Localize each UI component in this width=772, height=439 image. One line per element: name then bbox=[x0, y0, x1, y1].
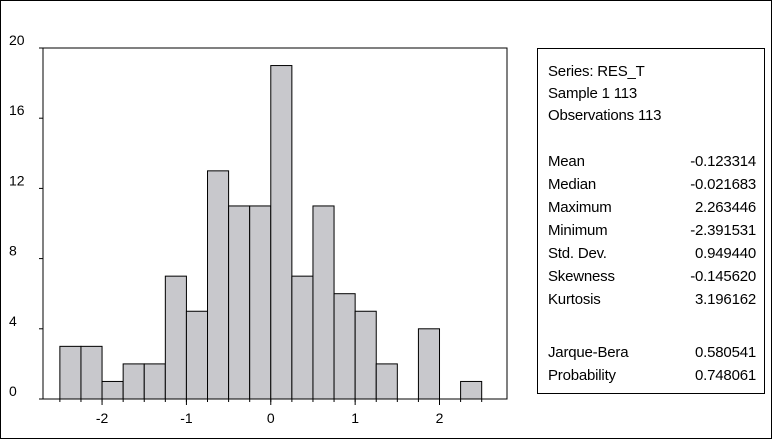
series-name: Series: RES_T bbox=[548, 63, 645, 80]
histogram-bar-4 bbox=[143, 363, 166, 400]
histogram-bar-19 bbox=[460, 380, 483, 400]
histogram-bar-1 bbox=[80, 345, 103, 400]
sample-range: Sample 1 113 bbox=[548, 85, 638, 102]
stat-value: -0.021683 bbox=[690, 176, 756, 193]
histogram-bar-9 bbox=[249, 205, 272, 400]
stat-row-median: Median -0.021683 bbox=[548, 176, 756, 198]
y-tick-label: 12 bbox=[9, 172, 25, 188]
descriptive-statistics-panel: Series: RES_T Sample 1 113 Observations … bbox=[537, 48, 765, 394]
histogram-bar-11 bbox=[291, 275, 314, 400]
y-tick-label: 8 bbox=[9, 243, 17, 259]
stat-value: -0.123314 bbox=[690, 153, 756, 170]
stat-row-minimum: Minimum -2.391531 bbox=[548, 222, 756, 244]
histogram-bar-15 bbox=[375, 363, 398, 400]
histogram-bar-2 bbox=[101, 380, 124, 400]
stat-label: Std. Dev. bbox=[548, 245, 607, 262]
stat-row-jarque-bera: Jarque-Bera 0.580541 bbox=[548, 344, 756, 366]
histogram-bar-8 bbox=[228, 205, 251, 400]
stat-value: -0.145620 bbox=[690, 268, 756, 285]
stat-value: 0.748061 bbox=[695, 367, 756, 384]
stat-row-maximum: Maximum 2.263446 bbox=[548, 199, 756, 221]
x-tick-label: 0 bbox=[267, 410, 275, 426]
histogram-bar-14 bbox=[354, 310, 377, 400]
stat-label: Minimum bbox=[548, 222, 608, 239]
stat-label: Mean bbox=[548, 153, 585, 170]
histogram-bar-12 bbox=[312, 205, 335, 400]
stat-label: Jarque-Bera bbox=[548, 344, 629, 361]
stat-row-std-dev: Std. Dev. 0.949440 bbox=[548, 245, 756, 267]
y-tick-label: 20 bbox=[9, 32, 25, 48]
stat-label: Probability bbox=[548, 367, 616, 384]
stat-row-skewness: Skewness -0.145620 bbox=[548, 268, 756, 290]
histogram-bar-5 bbox=[164, 275, 187, 400]
stat-value: 0.580541 bbox=[695, 344, 756, 361]
histogram-bar-17 bbox=[417, 328, 441, 400]
stat-row-probability: Probability 0.748061 bbox=[548, 367, 756, 389]
stat-row-mean: Mean -0.123314 bbox=[548, 153, 756, 175]
y-tick-label: 0 bbox=[9, 383, 17, 399]
histogram-bar-7 bbox=[207, 170, 230, 400]
histogram-bar-3 bbox=[122, 363, 145, 400]
histogram-bar-10 bbox=[270, 65, 293, 400]
x-tick-label: -2 bbox=[96, 410, 109, 426]
stat-value: 0.949440 bbox=[695, 245, 756, 262]
stat-label: Maximum bbox=[548, 199, 612, 216]
stat-label: Median bbox=[548, 176, 596, 193]
y-tick-label: 4 bbox=[9, 313, 17, 329]
stat-row-kurtosis: Kurtosis 3.196162 bbox=[548, 291, 756, 313]
histogram-bar-0 bbox=[59, 345, 82, 400]
stat-label: Skewness bbox=[548, 268, 615, 285]
histogram-bar-6 bbox=[185, 310, 209, 400]
y-tick-label: 16 bbox=[9, 102, 25, 118]
x-tick-label: 2 bbox=[436, 410, 444, 426]
stat-value: 3.196162 bbox=[695, 291, 756, 308]
observations-count: Observations 113 bbox=[548, 107, 662, 124]
stat-value: 2.263446 bbox=[695, 199, 756, 216]
stat-value: -2.391531 bbox=[690, 222, 756, 239]
stat-label: Kurtosis bbox=[548, 291, 601, 308]
histogram-bar-13 bbox=[333, 293, 356, 400]
x-tick-label: 1 bbox=[351, 410, 359, 426]
x-tick-label: -1 bbox=[180, 410, 193, 426]
